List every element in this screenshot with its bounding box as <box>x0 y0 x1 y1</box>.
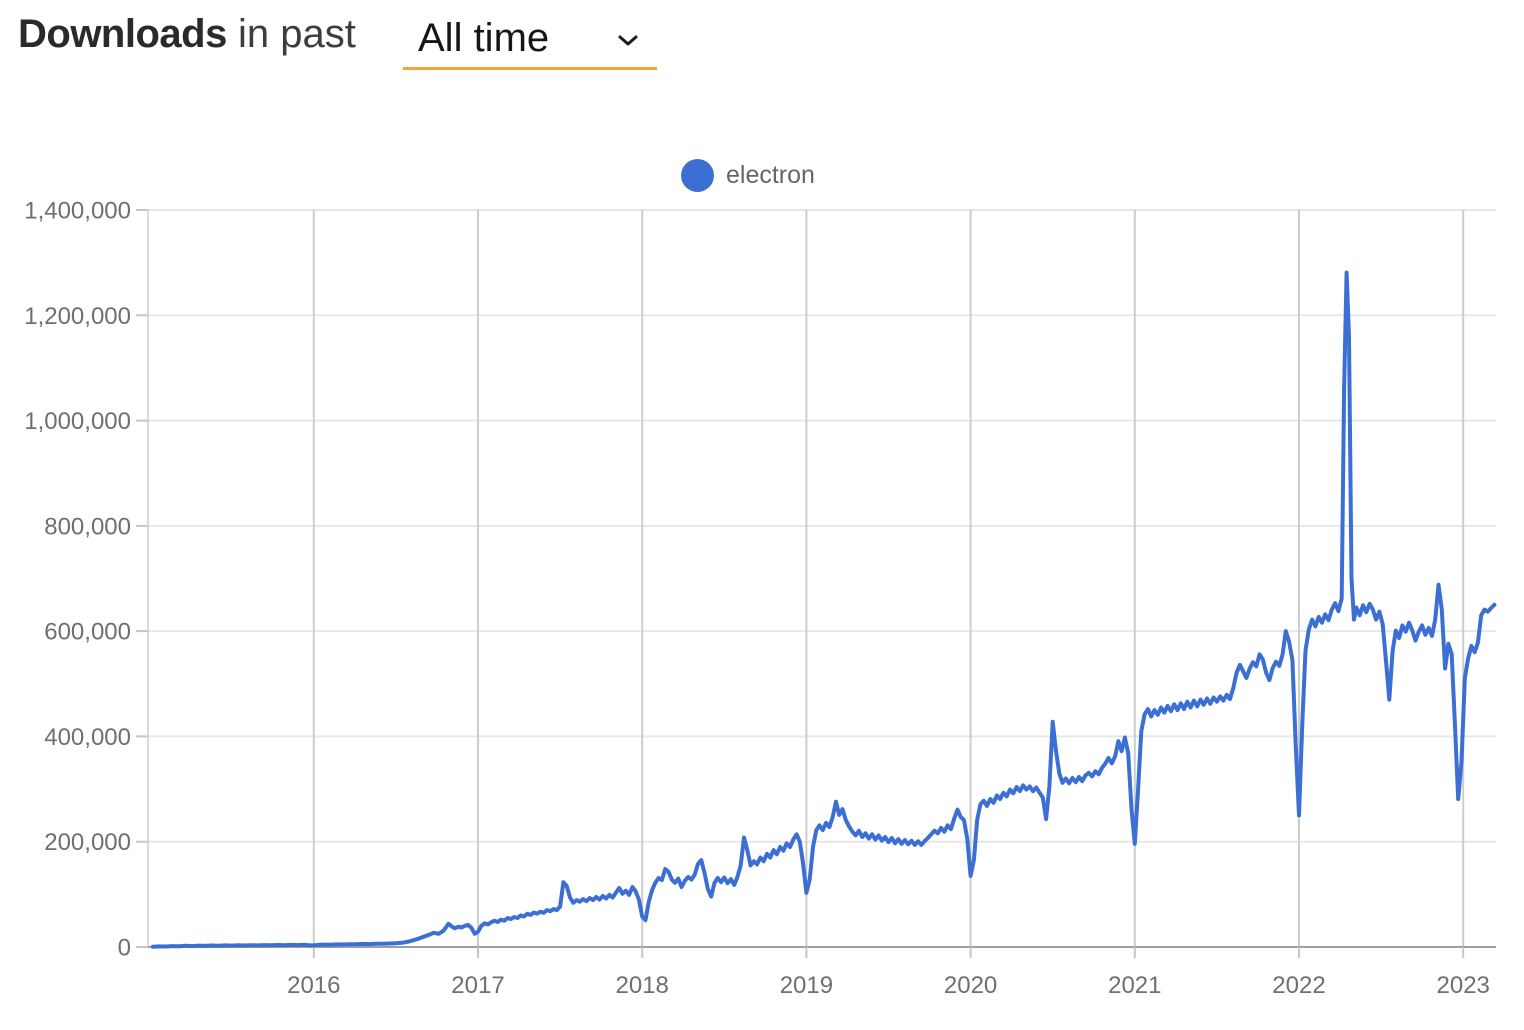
x-axis-label: 2023 <box>1437 972 1490 999</box>
x-axis-label: 2022 <box>1272 972 1325 999</box>
y-axis-label: 1,200,000 <box>24 303 131 330</box>
x-axis-label: 2016 <box>287 972 340 999</box>
y-axis-label: 1,000,000 <box>24 408 131 435</box>
time-range-value: All time <box>418 16 550 60</box>
x-axis-label: 2020 <box>944 972 997 999</box>
x-axis-label: 2018 <box>616 972 669 999</box>
legend: electron <box>681 159 815 192</box>
series-line-electron <box>150 270 1497 949</box>
legend-label-electron: electron <box>726 161 815 189</box>
page-title-downloads: Downloads <box>18 12 227 56</box>
y-axis-label: 800,000 <box>44 513 131 540</box>
y-axis-label: 400,000 <box>44 724 131 751</box>
page-title-in-past: in past <box>237 12 356 56</box>
y-axis-label: 0 <box>118 935 131 962</box>
time-range-select[interactable]: All time <box>403 10 657 70</box>
x-axis-label: 2019 <box>780 972 833 999</box>
y-axis-label: 1,400,000 <box>24 198 131 225</box>
legend-item-electron[interactable]: electron <box>681 159 815 192</box>
x-axis-label: 2017 <box>451 972 504 999</box>
chevron-down-icon <box>618 35 638 46</box>
x-axis-label: 2021 <box>1108 972 1161 999</box>
legend-swatch-electron <box>681 159 714 192</box>
y-axis-label: 200,000 <box>44 829 131 856</box>
page-title: Downloads in past <box>18 6 356 62</box>
y-axis-label: 600,000 <box>44 619 131 646</box>
